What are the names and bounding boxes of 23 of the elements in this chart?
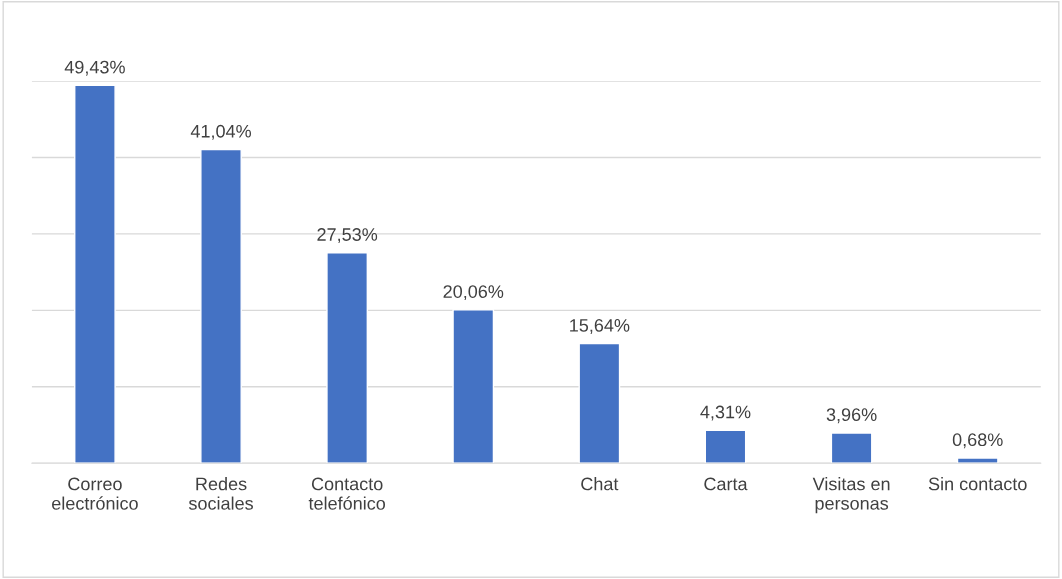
bar (704, 429, 747, 464)
x-tick-label: Redes sociales (188, 477, 253, 510)
data-label: 20,06% (443, 285, 504, 301)
x-tick-label: Chat (581, 477, 619, 491)
bar (452, 309, 495, 464)
data-label: 27,53% (317, 228, 378, 244)
x-tick-label: Visitas en personas (812, 477, 890, 514)
data-label: 41,04% (190, 124, 252, 140)
bar (326, 252, 369, 464)
data-label: 3,96% (826, 408, 877, 424)
data-label: 49,43% (64, 60, 125, 76)
x-tick-label: Contacto telefónico (308, 477, 386, 510)
data-label: 15,64% (570, 318, 630, 334)
bar (956, 457, 999, 464)
data-label: 0,68% (952, 433, 1003, 449)
x-tick-label: Sin contacto (928, 477, 1027, 491)
data-label: 4,31% (700, 405, 751, 421)
x-tick-label: Carta (704, 477, 748, 491)
bar (830, 432, 873, 464)
bar (74, 84, 116, 464)
bar (200, 148, 242, 464)
x-tick-label: Correo electrónico (52, 477, 138, 510)
bar (578, 342, 621, 464)
